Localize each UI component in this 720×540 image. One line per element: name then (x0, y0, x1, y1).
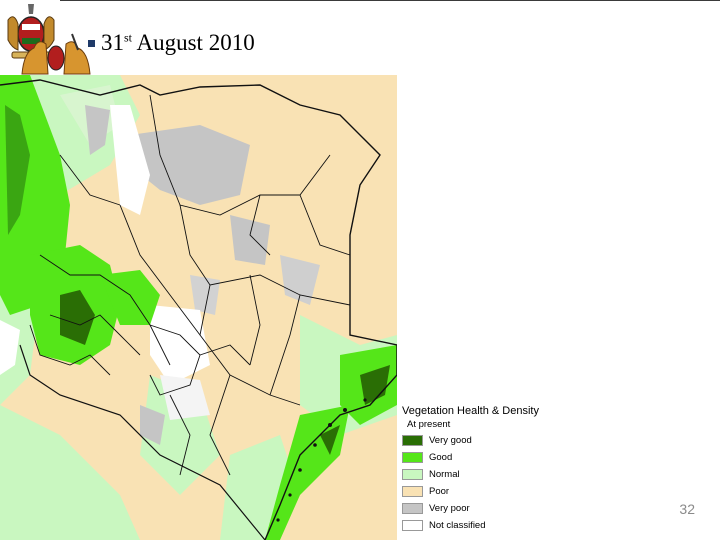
legend-label: Poor (429, 486, 450, 497)
legend-item: Very good (402, 432, 572, 449)
vegetation-map (0, 75, 397, 540)
legend-swatch-very-poor (402, 503, 423, 514)
legend-title: Vegetation Health & Density (402, 405, 539, 417)
legend-item: Very poor (402, 500, 572, 517)
title-day: 31 (101, 30, 124, 55)
slide-title: 31st August 2010 (88, 30, 255, 56)
map-legend: Vegetation Health & Density At present V… (402, 404, 572, 534)
legend-subtitle: At present (407, 419, 451, 430)
lion-emblem-logo (21, 33, 91, 75)
legend-label: Good (429, 452, 453, 463)
legend-swatch-normal (402, 469, 423, 480)
legend-swatch-very-good (402, 435, 423, 446)
legend-label: Not classified (429, 520, 486, 531)
legend-label: Very good (429, 435, 472, 446)
legend-item: Not classified (402, 517, 572, 534)
page-number: 32 (679, 501, 695, 517)
legend-item: Normal (402, 466, 572, 483)
legend-item: Good (402, 449, 572, 466)
legend-swatch-poor (402, 486, 423, 497)
header-rule (60, 0, 720, 1)
title-month-year: August 2010 (136, 30, 255, 55)
legend-label: Very poor (429, 503, 470, 514)
title-suffix: st (124, 30, 133, 45)
legend-item: Poor (402, 483, 572, 500)
bullet-icon (88, 40, 95, 47)
legend-swatch-good (402, 452, 423, 463)
legend-label: Normal (429, 469, 460, 480)
legend-swatch-not-classified (402, 520, 423, 531)
